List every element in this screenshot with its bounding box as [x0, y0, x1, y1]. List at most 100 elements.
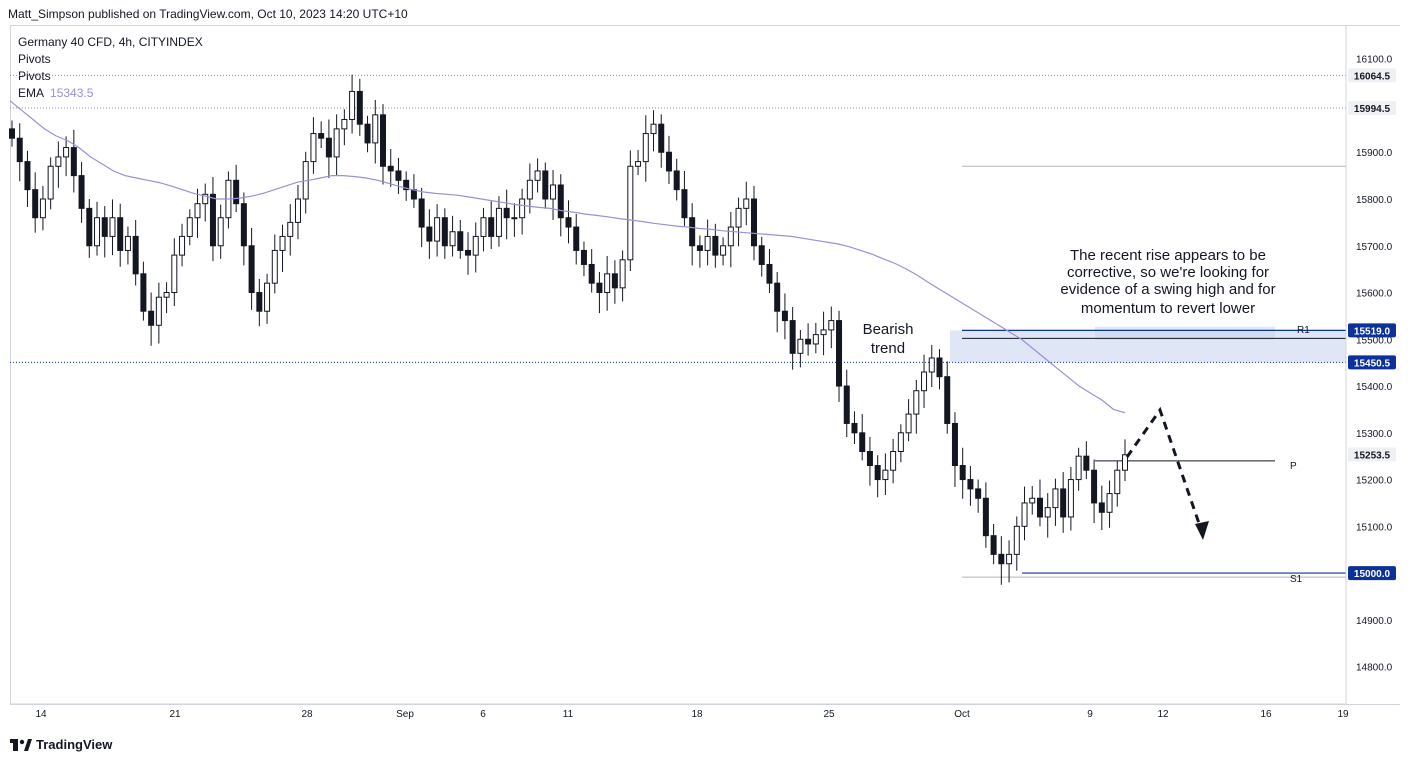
price-tag-bg: [1348, 447, 1396, 462]
candle: [944, 361, 951, 434]
x-tick-label: 11: [563, 709, 574, 720]
candle-body: [828, 320, 835, 331]
candle-body: [913, 390, 920, 415]
candle: [47, 157, 54, 210]
candle: [866, 437, 873, 486]
candle-body: [86, 207, 93, 247]
candle-body: [696, 245, 703, 251]
candle: [913, 379, 920, 434]
candle: [1029, 486, 1036, 515]
candle: [874, 455, 881, 498]
candle-body: [588, 263, 595, 284]
candle-body: [472, 235, 479, 256]
candle: [217, 204, 224, 259]
chart-legend: Germany 40 CFD, 4h, CITYINDEX Pivots Piv…: [18, 34, 203, 102]
candle: [310, 117, 317, 174]
x-tick-label: 9: [1087, 709, 1093, 720]
candle-body: [727, 226, 734, 247]
candle-body: [596, 282, 603, 294]
candles-layer: [9, 74, 1128, 585]
candle: [279, 224, 286, 272]
candle-body: [1052, 488, 1059, 509]
note-line-3: evidence of a swing high and for: [1060, 281, 1275, 298]
ema-indicator[interactable]: EMA 15343.5: [18, 85, 203, 102]
candle: [681, 170, 688, 227]
candle-body: [124, 235, 131, 251]
candle: [117, 203, 124, 267]
candle: [882, 453, 889, 495]
candle: [519, 188, 526, 235]
note-line-2: corrective, so we're looking for: [1067, 264, 1269, 281]
candle-body: [619, 259, 626, 289]
candle-body: [1122, 454, 1128, 471]
candle-body: [47, 165, 54, 200]
candle-body: [495, 207, 502, 237]
candle: [140, 261, 147, 321]
candle: [1067, 466, 1074, 531]
pivots-indicator-2[interactable]: Pivots: [18, 69, 51, 83]
candle-body: [967, 479, 974, 490]
annotations-layer: Bearish trend The recent rise appears to…: [863, 247, 1276, 540]
candle: [395, 157, 402, 194]
r1-highlight-zone: [1095, 326, 1275, 340]
candle: [426, 209, 433, 259]
candle: [828, 306, 835, 349]
candle-body: [132, 235, 139, 275]
candle-body: [9, 128, 15, 139]
candle-body: [294, 198, 301, 223]
axis-layer: 14800.0 14900.0 15000.0 15100.0 15200.0 15300…: [10, 26, 1396, 720]
candle-body: [70, 147, 77, 177]
note-line-4: momentum to revert lower: [1081, 300, 1255, 317]
candle: [16, 123, 23, 182]
candle: [294, 184, 301, 240]
y-tick-label: 15400.0: [1356, 382, 1393, 393]
candle: [611, 260, 618, 304]
candle: [859, 414, 866, 461]
candle-body: [279, 235, 286, 251]
x-tick-label: 12: [1157, 709, 1169, 720]
y-tick-label: 14900.0: [1356, 616, 1393, 627]
candle: [364, 115, 371, 153]
levels-layer: [10, 74, 1346, 578]
candle: [836, 310, 843, 402]
tradingview-text: TradingView: [36, 737, 113, 752]
candle: [132, 220, 139, 286]
candle: [727, 212, 734, 268]
candle-body: [836, 320, 843, 387]
candle-body: [233, 179, 240, 205]
pivots-indicator-1[interactable]: Pivots: [18, 52, 51, 66]
candle-body: [673, 170, 680, 191]
candle-body: [712, 235, 719, 256]
price-tag-bg: [1348, 323, 1396, 338]
candle-body: [665, 151, 672, 172]
candle-body: [186, 217, 193, 237]
candle: [642, 115, 649, 182]
candle: [441, 208, 448, 259]
symbol-title[interactable]: Germany 40 CFD, 4h, CITYINDEX: [18, 35, 203, 49]
candle: [94, 201, 101, 256]
candle: [194, 188, 201, 238]
candle-body: [39, 198, 46, 219]
candle: [465, 232, 472, 275]
candle: [256, 278, 263, 327]
note-line-1: The recent rise appears to be: [1070, 247, 1266, 264]
candle-body: [240, 203, 247, 247]
candle: [202, 183, 209, 222]
y-tick-label: 16100.0: [1356, 55, 1393, 66]
candle: [155, 282, 162, 344]
ema-line: [9, 100, 1126, 414]
price-tag-bg: [1348, 566, 1396, 581]
candle-body: [1098, 502, 1105, 513]
candle-body: [534, 170, 541, 181]
tradingview-logo[interactable]: TradingView: [10, 737, 112, 752]
candle-body: [580, 249, 587, 265]
price-tag-label: 16064.5: [1354, 71, 1391, 82]
candle: [380, 104, 386, 185]
candle-body: [318, 133, 325, 139]
candle-body: [951, 422, 958, 467]
candle-body: [32, 189, 39, 219]
candle-body: [882, 469, 889, 481]
candle-body: [781, 310, 788, 322]
candle: [9, 120, 15, 147]
